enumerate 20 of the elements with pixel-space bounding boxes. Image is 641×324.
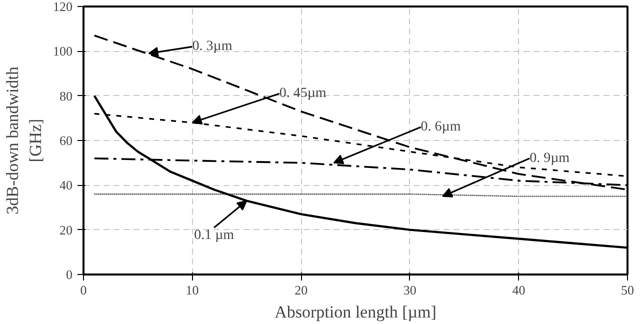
y-tick-label: 60	[60, 133, 72, 148]
annotation: 0. 3µm	[192, 39, 232, 54]
annotation: 0. 6µm	[420, 120, 461, 135]
y-tick-label: 120	[53, 0, 72, 14]
y-tick-label: 20	[60, 222, 72, 238]
annotation: 0. 9µm	[530, 150, 570, 166]
y-tick-label: 100	[53, 44, 72, 59]
y-tick-label: 0	[66, 267, 72, 282]
annotation: 0.1 µm	[194, 228, 234, 244]
y-tick-label: 80	[60, 88, 72, 104]
x-tick-label: 40	[512, 282, 526, 298]
x-tick-label: 30	[403, 282, 416, 298]
y-tick-label: 40	[60, 178, 72, 193]
x-axis-title: Absorption length [µm]	[274, 302, 436, 322]
x-tick-label: 0	[80, 282, 87, 298]
x-tick-label: 50	[621, 282, 634, 298]
x-tick-label: 20	[294, 282, 308, 298]
annotation: 0. 45µm	[279, 86, 326, 102]
x-tick-label: 10	[186, 282, 199, 298]
y-axis-title: 3dB-down bandwidth [GHz]	[3, 66, 45, 214]
